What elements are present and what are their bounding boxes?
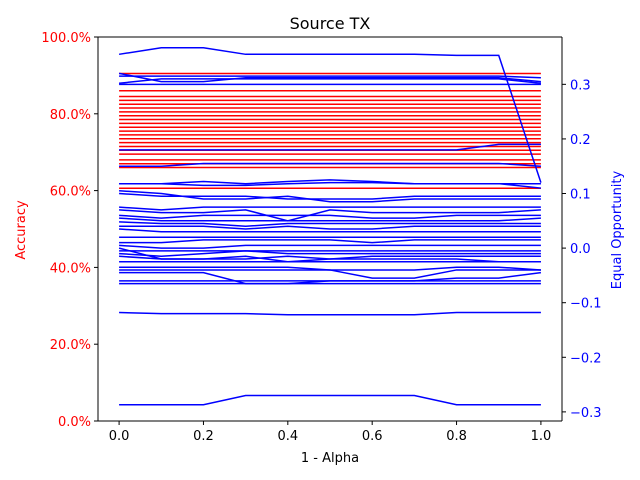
y-right-tick-label: −0.1 [570, 297, 602, 312]
equal-opportunity-line-12 [119, 209, 541, 222]
equal-opportunity-line-3 [119, 78, 541, 84]
axes-group: 0.0 0.2 0.4 0.6 0.8 1.0 0.0% 20.0% 40.0% 60.0% 80.… [41, 31, 601, 444]
y-left-tick-label: 40.0% [50, 261, 91, 276]
equal-opportunity-line-1 [119, 75, 541, 79]
y-right-tick-label: 0.0 [570, 242, 591, 257]
equal-opportunity-line-27 [119, 269, 541, 279]
equal-opportunity-line-2 [118, 72, 541, 83]
equal-opportunity-line-10 [119, 192, 541, 200]
equal-opportunity-line-15 [119, 221, 541, 228]
y-right-tick-label: −0.2 [570, 351, 602, 366]
equal-opportunity-line-5 [119, 143, 541, 151]
equal-opportunity-line-6 [119, 162, 541, 167]
x-tick-label: 0.0 [109, 429, 130, 444]
equal-opportunity-line-20 [119, 244, 541, 249]
x-tick-label: 0.4 [277, 429, 298, 444]
equal-opportunity-line-8 [119, 181, 541, 189]
equal-opportunity-line-0 [118, 47, 542, 183]
y-left-tick-label: 80.0% [50, 108, 91, 123]
x-tick-label: 1.0 [531, 429, 552, 444]
equal-opportunity-line-13 [119, 214, 541, 219]
equal-opportunity-line-22 [119, 250, 541, 258]
y-left-tick-label: 0.0% [58, 415, 91, 430]
equal-opportunity-line-31 [119, 311, 541, 316]
y-left-tick-label: 20.0% [50, 338, 91, 353]
equal-opportunity-series-group [118, 47, 542, 406]
equal-opportunity-line-32 [119, 394, 541, 406]
equal-opportunity-line-14 [119, 217, 541, 222]
equal-opportunity-line-24 [118, 247, 541, 263]
equal-opportunity-line-16 [119, 225, 541, 230]
x-tick-label: 0.2 [193, 429, 214, 444]
y-axis-right-label: Equal Opportunity [610, 170, 625, 289]
x-tick-label: 0.6 [362, 429, 383, 444]
equal-opportunity-line-19 [119, 239, 541, 244]
y-axis-left-label: Accuracy [14, 200, 29, 260]
y-right-tick-label: 0.2 [570, 133, 591, 148]
plot-area [118, 47, 542, 406]
equal-opportunity-line-11 [119, 206, 541, 211]
equal-opportunity-line-9 [119, 190, 541, 203]
y-right-tick-label: 0.1 [570, 188, 591, 203]
x-tick-label: 0.8 [446, 429, 467, 444]
y-left-tick-label: 100.0% [41, 31, 91, 46]
y-left-tick-label: 60.0% [50, 185, 91, 200]
y-right-tick-label: 0.3 [570, 78, 591, 93]
y-right-tick-label: −0.3 [570, 406, 602, 421]
chart-title: Source TX [290, 14, 371, 33]
x-axis-label: 1 - Alpha [301, 451, 359, 466]
equal-opportunity-line-17 [119, 228, 541, 233]
